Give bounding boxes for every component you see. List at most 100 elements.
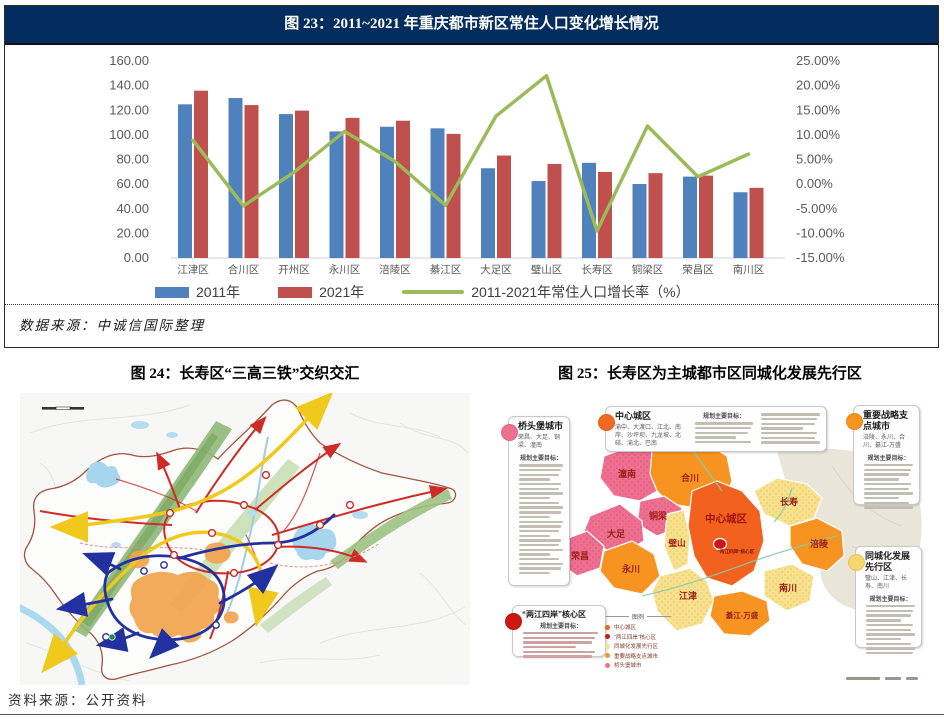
svg-text:铜梁区: 铜梁区 [632, 263, 664, 276]
bridgehead-dot-icon [501, 424, 518, 441]
integration-legend-dot-icon [605, 643, 610, 649]
map-legend-item: “两江四岸”核心区 [605, 633, 671, 641]
svg-text:开州区: 开州区 [278, 264, 310, 276]
svg-text:合川区: 合川区 [228, 263, 260, 276]
map-legend-item: 重要战略支点城市 [605, 652, 671, 660]
figure23-source: 数据来源：中诚信国际整理 [5, 304, 938, 334]
map-legend-item: 同城化发展先行区 [605, 642, 671, 650]
figure23-panel: 图 23：2011~2021 年重庆都市新区常住人口变化增长情况 160.00 1… [4, 5, 939, 348]
callout-body-text [863, 464, 914, 509]
map25-legend: 图例 中心城区 “两江四岸”核心区 同城化发展先行区 重要战略支点城市 桥头堡城… [605, 612, 672, 671]
legend-label-2021: 2021年 [319, 284, 365, 300]
svg-text:永川: 永川 [621, 563, 640, 574]
legend-swatch-2021 [278, 286, 313, 298]
svg-text:永川区: 永川区 [329, 263, 361, 276]
svg-text:涪陵区: 涪陵区 [379, 263, 411, 276]
legend-label-2011: 2011年 [196, 284, 241, 300]
bridgehead-legend-dot-icon [605, 662, 610, 668]
svg-text:“两江四岸”核心区: “两江四岸”核心区 [718, 548, 755, 555]
population-chart: 160.00 140.00 120.00 100.00 80.00 60.00 40.00 2… [13, 45, 933, 285]
svg-text:100.00: 100.00 [109, 127, 149, 142]
strategic-legend-dot-icon [605, 653, 610, 659]
district-yongchuan [599, 540, 661, 595]
callout-central-city: 中心城区 渝中、大渡口、江北、南岸、沙坪坝、九龙坡、北碚、渝北、巴南 规划主要目… [598, 406, 827, 452]
callout-bridgehead-cities: 桥头堡城市 荣昌、大足、铜梁、潼南 规划主要目标： [501, 416, 570, 586]
svg-text:璧山区: 璧山区 [531, 263, 563, 276]
svg-text:160.00: 160.00 [109, 53, 149, 68]
integration-dot-icon [848, 554, 865, 571]
svg-text:60.00: 60.00 [116, 176, 149, 191]
svg-text:长寿区: 长寿区 [581, 263, 613, 276]
svg-text:涪陵: 涪陵 [810, 538, 829, 549]
chart-canvas: 160.00 140.00 120.00 100.00 80.00 60.00 40.00 2… [109, 53, 845, 276]
callout-body-text [694, 422, 755, 444]
legend-swatch-growth-line [402, 290, 465, 294]
svg-text:120.00: 120.00 [109, 102, 149, 117]
callout-core-area: “两江四岸”核心区 规划主要目标： [505, 605, 606, 658]
district-polygons [556, 437, 845, 637]
svg-text:南川区: 南川区 [733, 263, 765, 276]
svg-text:中心城区: 中心城区 [705, 512, 747, 525]
interchange-icons [102, 470, 355, 641]
scale-bar [42, 406, 84, 410]
svg-text:0.00%: 0.00% [796, 176, 833, 191]
svg-text:15.00%: 15.00% [796, 102, 841, 117]
svg-text:綦江区: 綦江区 [430, 263, 462, 276]
callout-strategic-cities: 重要战略支点城市 涪陵、永川、合川、綦江-万盛 规划主要目标： [846, 405, 920, 509]
district-central [687, 480, 765, 587]
district-changshou [753, 477, 823, 527]
figure25-title: 图 25：长寿区为主城都市区同城化发展先行区 [558, 366, 862, 382]
callout-body-text [865, 605, 916, 655]
district-nanchuan [763, 563, 815, 612]
callout-integration-zone: 同城化发展先行区 璧山、江津、长寿、南川 规划主要目标： [848, 546, 922, 655]
figure24-map [16, 391, 470, 686]
district-bishan [663, 509, 691, 572]
svg-text:20.00%: 20.00% [796, 78, 841, 93]
svg-text:荣昌: 荣昌 [570, 550, 589, 561]
secondary-pink-roads [79, 542, 381, 568]
svg-text:5.00%: 5.00% [796, 152, 833, 167]
svg-text:140.00: 140.00 [109, 78, 149, 93]
svg-text:-5.00%: -5.00% [796, 201, 838, 216]
svg-text:-15.00%: -15.00% [796, 250, 845, 265]
central-dot-icon [598, 414, 615, 431]
svg-text:大足区: 大足区 [480, 263, 512, 276]
legend-label-growth: 2011-2021年常住人口增长率（%） [471, 284, 690, 300]
callout-body-text [522, 631, 600, 658]
map-legend-item: 中心城区 [605, 623, 671, 631]
legend-item-2021: 2021年 [278, 282, 364, 302]
map-legend-item: 桥头堡城市 [605, 661, 671, 669]
map-legend-title: 图例 [632, 615, 645, 621]
footer-source: 资料来源：公开资料 [8, 693, 148, 708]
core-area-dot [712, 537, 728, 551]
figure24-title: 图 24：长寿区“三高三铁”交织交汇 [130, 366, 360, 382]
svg-text:合川: 合川 [681, 472, 699, 483]
chart-legend: 2011年 2021年 2011-2021年常住人口增长率（%） [155, 282, 690, 302]
svg-text:江津区: 江津区 [177, 264, 209, 276]
district-labels: 潼南 合川 铜梁 大足 荣昌 永川 璧山 中心城区 长寿 涪陵 江津 南川 綦江… [570, 468, 829, 620]
changshou-planning-map [16, 391, 470, 686]
legend-item-2011: 2011年 [155, 282, 240, 302]
district-qijiang [709, 590, 771, 637]
svg-text:0.00: 0.00 [124, 250, 149, 265]
svg-text:江津: 江津 [679, 590, 697, 601]
page-bottom-rule [0, 714, 944, 715]
central-legend-dot-icon [605, 624, 610, 630]
district-jiangjin [651, 567, 715, 632]
callout-body-text [760, 413, 821, 444]
svg-text:南川: 南川 [779, 582, 797, 593]
svg-text:长寿: 长寿 [780, 496, 798, 507]
figure23-title: 图 23：2011~2021 年重庆都市新区常住人口变化增长情况 [5, 6, 938, 45]
legend-swatch-2011 [155, 286, 189, 298]
svg-text:80.00: 80.00 [116, 152, 149, 167]
svg-text:25.00%: 25.00% [796, 53, 841, 68]
svg-text:荣昌区: 荣昌区 [682, 264, 714, 276]
strategic-dot-icon [846, 413, 863, 430]
callout-body-text [518, 464, 564, 575]
svg-text:潼南: 潼南 [618, 468, 636, 479]
svg-text:-10.00%: -10.00% [796, 225, 845, 240]
svg-text:綦江-万盛: 綦江-万盛 [725, 610, 759, 620]
figure25-map: 潼南 合川 铜梁 大足 荣昌 永川 璧山 中心城区 长寿 涪陵 江津 南川 綦江… [492, 396, 928, 688]
core-legend-dot-icon [605, 634, 610, 640]
